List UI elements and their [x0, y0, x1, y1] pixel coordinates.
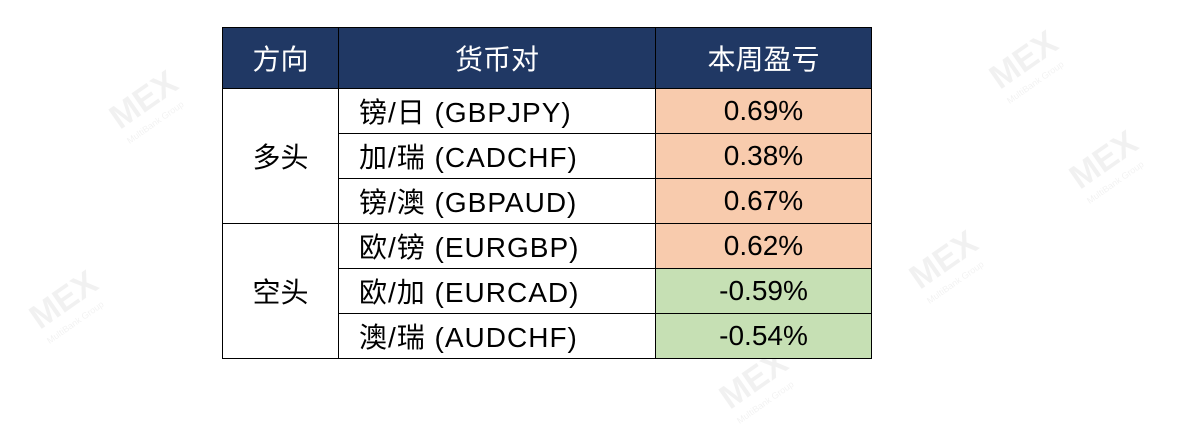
pair-cell: 镑/日 (GBPJPY) [338, 88, 656, 134]
table-row: 欧/加 (EURCAD) -0.59% [223, 268, 872, 314]
pair-cell: 欧/加 (EURCAD) [338, 268, 656, 314]
watermark: MEX MultiBank Group [902, 223, 986, 306]
header-direction: 方向 [222, 27, 339, 89]
pnl-cell: 0.69% [655, 88, 872, 134]
pnl-cell: -0.59% [655, 268, 872, 314]
pnl-cell: -0.54% [655, 313, 872, 359]
pair-cell: 加/瑞 (CADCHF) [338, 133, 656, 179]
table-row: 多头 镑/日 (GBPJPY) 0.69% [222, 88, 872, 224]
watermark: MEX MultiBank Group [982, 23, 1066, 106]
table-row: 镑/澳 (GBPAUD) 0.67% [223, 178, 872, 224]
pair-cell: 镑/澳 (GBPAUD) [338, 178, 656, 224]
header-pair: 货币对 [338, 27, 656, 89]
header-row: 方向 货币对 本周盈亏 [222, 27, 872, 89]
pnl-cell: 0.67% [655, 178, 872, 224]
watermark: MEX MultiBank Group [1062, 123, 1146, 206]
direction-long: 多头 [222, 88, 339, 224]
pnl-cell: 0.38% [655, 133, 872, 179]
pnl-cell: 0.62% [655, 223, 872, 269]
pair-cell: 欧/镑 (EURGBP) [338, 223, 656, 269]
table-row: 空头 欧/镑 (EURGBP) 0.62% [222, 223, 872, 359]
weekly-pnl-table: 方向 货币对 本周盈亏 多头 镑/日 (GBPJPY) 0.69% 加/瑞 (C… [222, 27, 872, 359]
watermark: MEX MultiBank Group [102, 63, 186, 146]
pair-cell: 澳/瑞 (AUDCHF) [338, 313, 656, 359]
header-pnl: 本周盈亏 [655, 27, 872, 89]
table-row: 澳/瑞 (AUDCHF) -0.54% [223, 313, 872, 359]
watermark: MEX MultiBank Group [22, 263, 106, 346]
direction-short: 空头 [222, 223, 339, 359]
